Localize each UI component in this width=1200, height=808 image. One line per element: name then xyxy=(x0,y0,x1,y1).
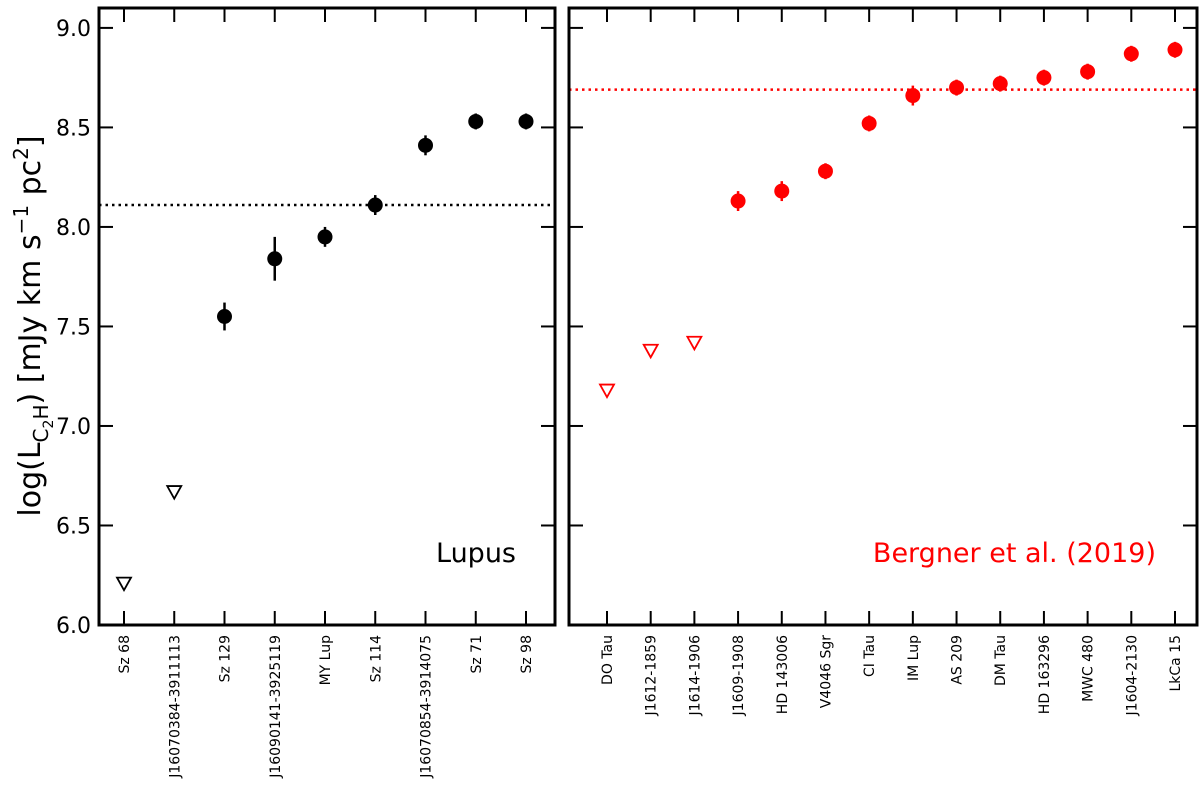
xtick-label: Sz 114 xyxy=(368,635,384,683)
xtick-label: MWC 480 xyxy=(1081,635,1097,702)
bergner-panel-label: Bergner et al. (2019) xyxy=(873,538,1156,569)
lupus-data-point xyxy=(468,113,484,129)
bergner-data-point xyxy=(861,115,877,131)
bergner-data-point xyxy=(905,88,921,104)
bergner-data-point xyxy=(730,193,746,209)
bergner-panel: DO Tau J1612-1859 J1614-1906 J1609-1908 HD 1… xyxy=(567,6,1199,717)
xtick-label: DO Tau xyxy=(600,635,616,685)
bergner-data-point xyxy=(1123,46,1139,62)
xtick-label: V4046 Sgr xyxy=(818,635,834,708)
bergner-upper-limit-marker xyxy=(642,343,660,360)
bergner-data-point xyxy=(1167,42,1183,58)
bergner-data-point xyxy=(774,183,790,199)
xtick-label: IM Lup xyxy=(906,635,922,681)
bergner-upper-limit-marker xyxy=(685,335,703,352)
xtick-label: J16090141-3925119 xyxy=(268,635,284,779)
xtick-label: J1614-1906 xyxy=(687,635,703,717)
lupus-upper-limit-marker xyxy=(165,485,183,501)
lupus-data-point xyxy=(267,251,283,267)
xtick-label: HD 163296 xyxy=(1037,635,1053,714)
ytick-label: 9.0 xyxy=(56,17,91,42)
xtick-label: LkCa 15 xyxy=(1168,635,1184,692)
xtick-label: J16070854-3914075 xyxy=(419,635,435,779)
xtick-label: Sz 68 xyxy=(117,635,133,674)
xtick-label: CI Tau xyxy=(862,635,878,677)
bergner-data-point xyxy=(1036,70,1052,86)
bergner-panel-frame xyxy=(567,6,1199,627)
xtick-label: HD 143006 xyxy=(775,635,791,714)
lupus-data-point xyxy=(367,197,383,213)
lupus-upper-limit-marker xyxy=(115,576,133,593)
lupus-panel-frame xyxy=(97,6,557,627)
y-axis-label: log(LC2H) [mJy km s−1 pc2] xyxy=(9,135,57,516)
ytick-label: 6.0 xyxy=(56,614,91,639)
bergner-data-point xyxy=(1080,64,1096,80)
xtick-label: MY Lup xyxy=(318,635,334,686)
ytick-label: 8.5 xyxy=(56,116,91,141)
ytick-label: 7.5 xyxy=(56,315,91,340)
xtick-label: J1609-1908 xyxy=(731,635,747,716)
xtick-label: J1612-1859 xyxy=(644,635,660,716)
xtick-label: J1604-2130 xyxy=(1124,635,1140,716)
xtick-label: DM Tau xyxy=(993,635,1009,686)
xtick-label: Sz 98 xyxy=(519,635,535,674)
lupus-panel: 6.0 6.5 7.0 7.5 8.0 8.5 9.0 Sz 68 J16070384-3911… xyxy=(56,6,557,779)
ytick-label: 6.5 xyxy=(56,514,91,539)
xtick-label: J16070384-3911113 xyxy=(167,635,183,779)
ytick-label: 8.0 xyxy=(56,216,91,241)
xtick-label: Sz 129 xyxy=(218,635,234,682)
xtick-label: Sz 71 xyxy=(469,635,485,674)
ytick-label: 7.0 xyxy=(56,415,91,440)
bergner-data-point xyxy=(949,80,965,96)
lupus-data-point xyxy=(518,113,534,129)
bergner-upper-limit-marker xyxy=(598,383,616,399)
bergner-data-point xyxy=(992,76,1008,92)
bergner-data-point xyxy=(817,163,833,179)
lupus-data-point xyxy=(317,229,333,245)
lupus-data-point xyxy=(418,137,433,153)
lupus-data-point xyxy=(217,309,232,324)
lupus-panel-label: Lupus xyxy=(436,538,516,569)
xtick-label: AS 209 xyxy=(950,635,966,685)
